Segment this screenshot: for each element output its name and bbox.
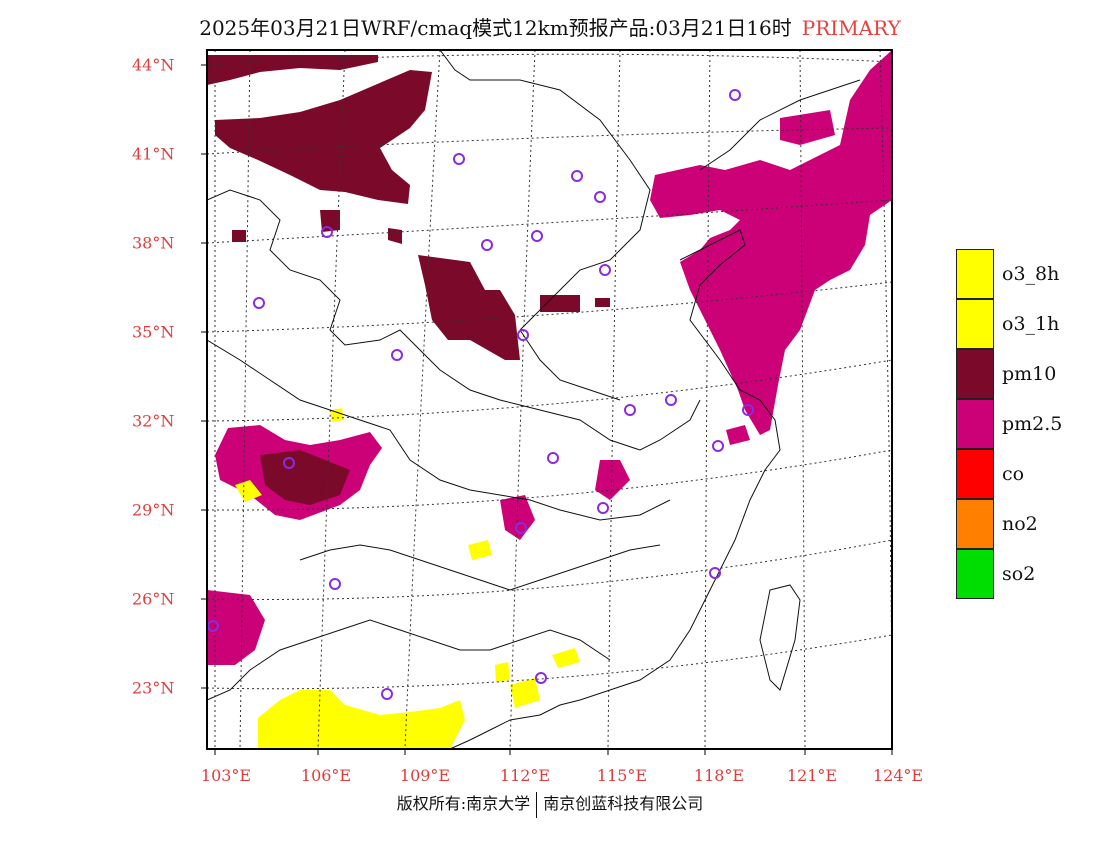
mixed-region-sichuan bbox=[215, 408, 382, 520]
legend-label: so2 bbox=[1002, 563, 1036, 585]
legend-label: o3_1h bbox=[1002, 313, 1060, 335]
legend-swatch bbox=[956, 399, 994, 449]
lat-label-26: 26°N bbox=[132, 589, 175, 609]
lon-label-118: 118°E bbox=[693, 766, 745, 785]
lat-label-32: 32°N bbox=[132, 411, 175, 431]
copyright-footer: 版权所有:南京大学 南京创蓝科技有限公司 bbox=[0, 790, 1100, 818]
legend-swatch bbox=[956, 499, 994, 549]
o3-region-south bbox=[258, 540, 580, 749]
boundaries bbox=[207, 50, 861, 749]
legend-label: no2 bbox=[1002, 513, 1038, 535]
lat-label-38: 38°N bbox=[132, 233, 175, 253]
lon-label-121: 121°E bbox=[786, 766, 838, 785]
copyright-right: 南京创蓝科技有限公司 bbox=[543, 794, 704, 813]
legend-swatch bbox=[956, 299, 994, 349]
map-title: 2025年03月21日WRF/cmaq模式12km预报产品:03月21日16时 P… bbox=[0, 12, 1100, 41]
lat-label-29: 29°N bbox=[132, 500, 175, 520]
copyright-left: 版权所有:南京大学 bbox=[396, 794, 531, 813]
legend-label: pm10 bbox=[1002, 363, 1057, 385]
lat-label-35: 35°N bbox=[132, 322, 175, 342]
map-area bbox=[207, 50, 892, 749]
legend-swatch bbox=[956, 449, 994, 499]
legend-label: pm2.5 bbox=[1002, 413, 1063, 435]
legend-label: co bbox=[1002, 463, 1025, 485]
lon-label-115: 115°E bbox=[596, 766, 648, 785]
lat-label-41: 41°N bbox=[132, 144, 175, 164]
pm25-region-east bbox=[207, 50, 892, 665]
pm10-region-north bbox=[207, 55, 610, 360]
lon-label-109: 109°E bbox=[399, 766, 451, 785]
lat-label-23: 23°N bbox=[132, 678, 175, 698]
station-markers bbox=[207, 89, 754, 700]
legend-swatch bbox=[956, 349, 994, 399]
title-text: 2025年03月21日WRF/cmaq模式12km预报产品:03月21日16时 bbox=[199, 16, 792, 40]
axis-ticks bbox=[201, 64, 893, 755]
map-frame bbox=[206, 49, 893, 750]
footer-separator bbox=[536, 791, 538, 818]
legend-swatch bbox=[956, 249, 994, 299]
legend-label: o3_8h bbox=[1002, 263, 1060, 285]
lon-label-124: 124°E bbox=[872, 766, 924, 785]
lon-label-103: 103°E bbox=[200, 766, 252, 785]
lat-label-44: 44°N bbox=[132, 55, 175, 75]
lon-label-112: 112°E bbox=[499, 766, 551, 785]
graticule bbox=[207, 50, 892, 749]
lon-label-106: 106°E bbox=[300, 766, 352, 785]
legend-swatch bbox=[956, 549, 994, 599]
title-badge-primary: PRIMARY bbox=[801, 16, 901, 40]
